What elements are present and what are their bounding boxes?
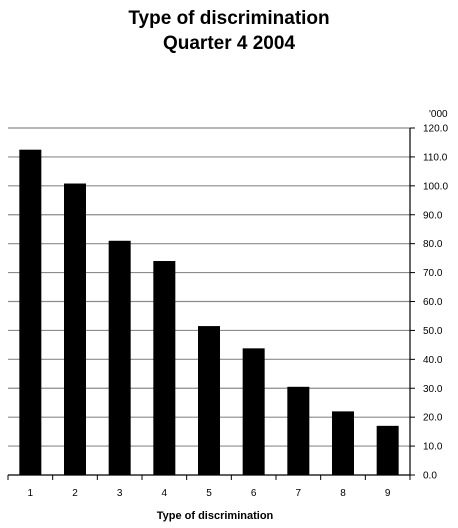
y-tick-label: 20.0 <box>423 413 443 424</box>
y-tick-label: 10.0 <box>423 442 443 453</box>
chart-subtitle: Quarter 4 2004 <box>162 33 296 54</box>
bar <box>64 183 86 475</box>
x-tick-label: 8 <box>340 488 346 499</box>
x-tick-label: 7 <box>296 488 302 499</box>
bar <box>242 348 265 475</box>
y-tick-label: 40.0 <box>423 355 443 366</box>
y-tick-label: 120.0 <box>423 124 448 135</box>
axes <box>7 127 415 480</box>
y-tick-label: 80.0 <box>423 239 443 250</box>
chart-title: Type of discrimination <box>128 8 330 29</box>
x-tick-label: 6 <box>251 488 257 499</box>
bars <box>19 149 399 475</box>
y-tick-label: 110.0 <box>423 152 448 163</box>
x-axis-title: Type of discrimination <box>157 510 274 522</box>
x-tick-label: 1 <box>28 488 34 499</box>
x-tick-label: 5 <box>206 488 212 499</box>
y-tick-label: 60.0 <box>423 297 443 308</box>
bar <box>376 425 399 475</box>
y-tick-label: 70.0 <box>423 268 443 279</box>
y-tick-label: 30.0 <box>423 384 443 395</box>
x-tick-labels: 1 2 3 4 5 6 7 8 9 <box>28 488 391 499</box>
x-tick-label: 3 <box>117 488 123 499</box>
bar <box>332 411 354 475</box>
bar <box>19 149 42 475</box>
y-tick-label: 90.0 <box>423 210 443 221</box>
y-tick-label: 50.0 <box>423 326 443 337</box>
y-tick-label: 0.0 <box>423 471 437 482</box>
y-tick-label: 100.0 <box>423 181 448 192</box>
x-tick-label: 2 <box>72 488 78 499</box>
bar <box>198 326 220 475</box>
bar <box>287 386 310 475</box>
x-tick-label: 9 <box>385 488 391 499</box>
bar <box>108 240 131 475</box>
bar <box>153 261 176 475</box>
y-unit-label: '000 <box>429 109 448 120</box>
x-tick-label: 4 <box>162 488 168 499</box>
y-tick-labels: 0.0 10.0 20.0 30.0 40.0 50.0 60.0 70.0 80.0 90.0 1… <box>423 124 448 482</box>
